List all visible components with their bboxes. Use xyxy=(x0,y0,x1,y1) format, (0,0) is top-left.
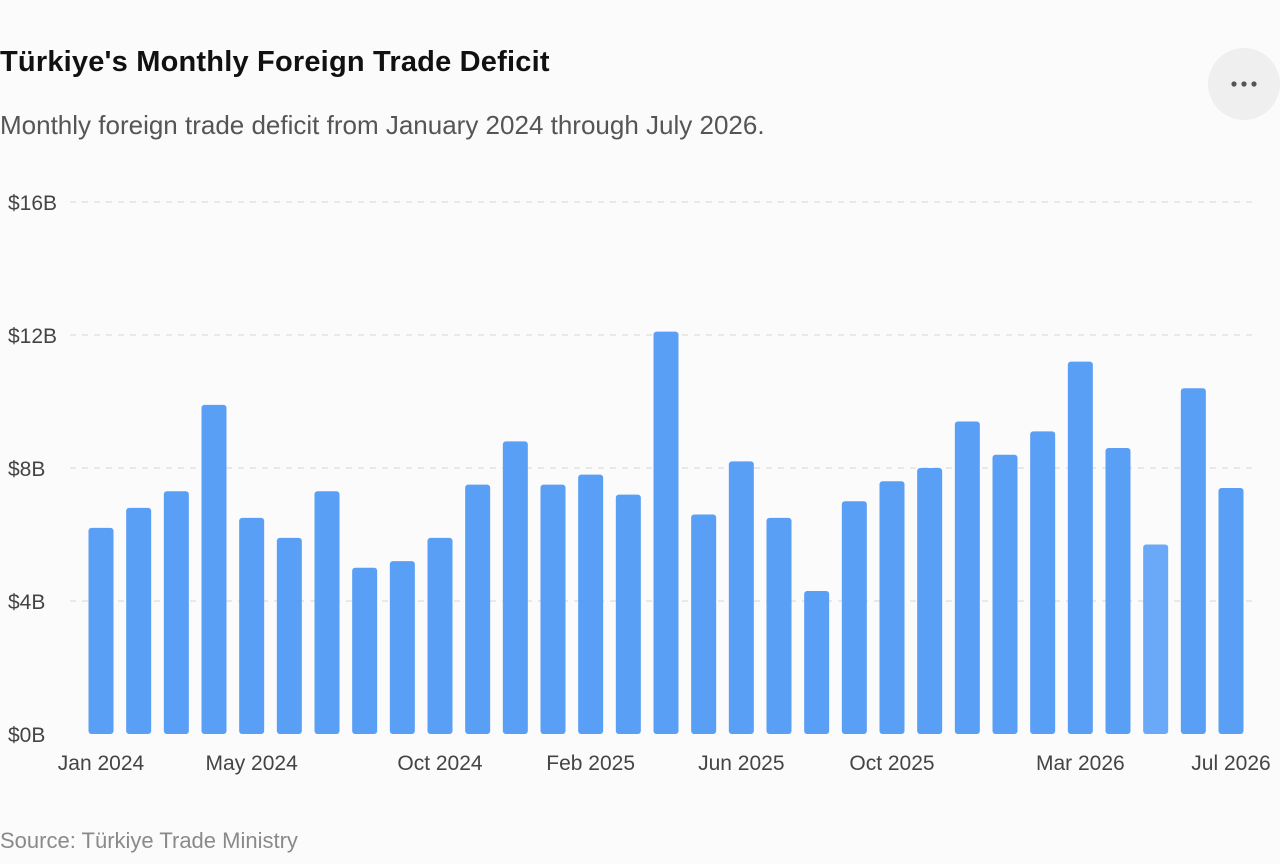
bar xyxy=(314,491,340,734)
bar xyxy=(1105,448,1131,734)
x-tick-label: Jun 2025 xyxy=(698,752,784,775)
bar xyxy=(1030,431,1056,734)
page-title: Türkiye's Monthly Foreign Trade Deficit xyxy=(0,46,550,78)
x-tick-label: Oct 2024 xyxy=(397,752,483,775)
bar xyxy=(540,484,566,734)
bar xyxy=(201,404,227,734)
x-tick-label: Jul 2026 xyxy=(1191,752,1270,775)
more-options-button[interactable] xyxy=(1208,48,1280,120)
bar xyxy=(352,567,378,734)
bar xyxy=(427,537,453,734)
bar xyxy=(728,461,754,734)
bar xyxy=(954,421,980,734)
bar xyxy=(992,454,1018,734)
bar xyxy=(879,481,905,734)
bar xyxy=(163,491,189,734)
bar xyxy=(126,507,152,734)
bar xyxy=(1143,544,1169,734)
bar xyxy=(804,591,830,734)
bar xyxy=(841,501,867,734)
y-tick-label: $16B xyxy=(8,192,57,215)
bar xyxy=(766,517,792,734)
bar xyxy=(239,517,265,734)
bar xyxy=(389,561,415,734)
bar xyxy=(276,537,302,734)
bar xyxy=(691,514,717,734)
x-tick-label: May 2024 xyxy=(206,752,299,775)
more-horizontal-icon xyxy=(1231,81,1257,87)
bar xyxy=(465,484,491,734)
bar xyxy=(917,468,943,734)
bar xyxy=(615,494,641,734)
bar xyxy=(1180,388,1206,734)
bar xyxy=(502,441,528,734)
page-subtitle: Monthly foreign trade deficit from Janua… xyxy=(0,110,765,140)
y-tick-label: $8B xyxy=(8,458,45,481)
y-tick-label: $0B xyxy=(8,724,45,747)
x-tick-label: Feb 2025 xyxy=(546,752,635,775)
x-tick-label: Oct 2025 xyxy=(849,752,934,775)
bar xyxy=(1218,487,1244,734)
source-note: Source: Türkiye Trade Ministry xyxy=(0,828,298,853)
bar xyxy=(88,527,114,734)
x-tick-label: Jan 2024 xyxy=(58,752,145,775)
x-tick-label: Mar 2026 xyxy=(1036,752,1125,775)
y-tick-label: $12B xyxy=(8,325,57,348)
bar xyxy=(578,474,604,734)
bar xyxy=(653,331,679,734)
y-tick-label: $4B xyxy=(8,591,45,614)
bar xyxy=(1067,361,1093,734)
